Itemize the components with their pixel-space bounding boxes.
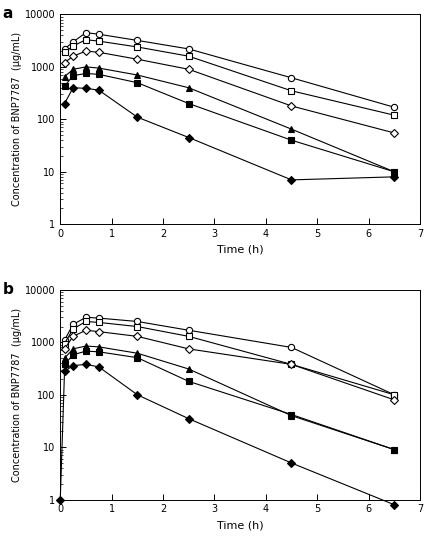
X-axis label: Time (h): Time (h): [217, 245, 264, 255]
X-axis label: Time (h): Time (h): [217, 520, 264, 530]
Text: b: b: [3, 281, 14, 296]
Y-axis label: Concentration of BNP7787  (μg/mL): Concentration of BNP7787 (μg/mL): [12, 308, 22, 482]
Text: a: a: [3, 6, 13, 21]
Y-axis label: Concentration of BNP7787  (μg/mL): Concentration of BNP7787 (μg/mL): [12, 32, 22, 206]
